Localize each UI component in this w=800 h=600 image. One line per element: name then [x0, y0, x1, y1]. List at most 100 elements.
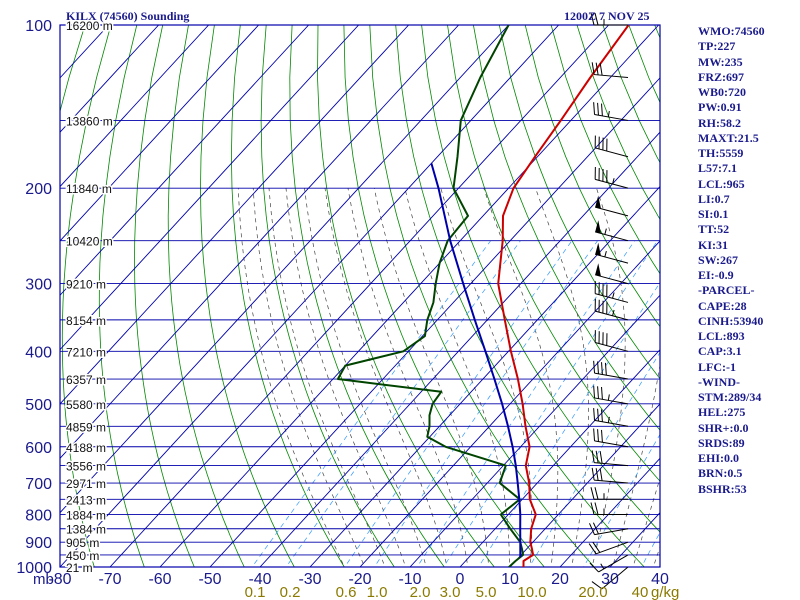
- pressure-label: 900: [25, 535, 52, 552]
- temperature-tick-label: -20: [348, 571, 371, 588]
- barb-flag: [589, 562, 599, 573]
- barb-flag: [601, 386, 603, 400]
- mixing-ratio-label: 1.0: [367, 584, 388, 600]
- temperature-tick-label: -70: [98, 571, 121, 588]
- height-label-halo: 7210 m: [66, 345, 106, 359]
- height-label-halo: 10420 m: [66, 235, 113, 249]
- index-item: PW:0.91: [698, 100, 742, 115]
- barb-flag: [599, 451, 603, 464]
- mixing-ratio-label: 2.0: [410, 584, 431, 600]
- wind-barb: [591, 450, 629, 467]
- height-label-halo: 450 m: [66, 549, 99, 563]
- index-item: KI:31: [698, 237, 728, 252]
- height-label: 8154 m: [66, 314, 106, 328]
- barb-staff: [601, 566, 629, 590]
- barb-staff: [595, 178, 629, 189]
- index-item: CAP:3.1: [698, 344, 742, 359]
- barb-flag: [597, 386, 599, 399]
- barb-flag: [597, 408, 599, 422]
- barb-staff: [594, 419, 629, 427]
- moist-adiabat: [483, 188, 559, 567]
- index-item: EHI:0.0: [698, 451, 740, 465]
- mixing-ratio-line: [641, 531, 660, 567]
- wind-barb: [589, 554, 629, 573]
- dry-adiabat: [167, 25, 245, 567]
- height-label: 5580 m: [66, 398, 106, 412]
- barb-flag: [589, 523, 595, 535]
- height-label-halo: 905 m: [66, 536, 99, 550]
- barb-half: [607, 110, 610, 118]
- barb-half: [612, 309, 615, 316]
- mixing-ratio-line: [478, 282, 660, 567]
- height-label: 905 m: [66, 536, 99, 550]
- isotherm: [309, 185, 660, 567]
- height-label-halo: 2971 m: [66, 477, 106, 491]
- barb-flag: [601, 429, 603, 443]
- barb-staff: [594, 528, 629, 536]
- temperature-tick-label: -30: [298, 571, 321, 588]
- temperature-tick-label: 10: [501, 571, 519, 588]
- index-item: LCL:893: [698, 329, 745, 343]
- barb-staff: [594, 479, 629, 484]
- mixing-ratio-label: 3.0: [440, 584, 461, 600]
- pressure-label: 100: [25, 18, 52, 35]
- pressure-label: 300: [25, 277, 52, 294]
- dry-adiabat: [61, 25, 112, 567]
- index-item: STM:289/34: [698, 390, 762, 404]
- wind-barb: [594, 135, 629, 158]
- moist-adiabat: [237, 188, 345, 567]
- mixing-ratio-label: 10.0: [517, 584, 546, 600]
- dry-adiabat: [98, 25, 145, 567]
- barb-staff: [595, 147, 629, 158]
- wind-barbs: [588, 12, 629, 590]
- moist-adiabat: [612, 363, 660, 567]
- index-item: TP:227: [698, 39, 736, 54]
- barb-staff: [595, 274, 629, 285]
- isotherm: [60, 25, 509, 514]
- temperature-tick-label: -40: [248, 571, 271, 588]
- barb-flag: [588, 543, 597, 555]
- temperature-tick-label: 0: [456, 571, 465, 588]
- barb-flag: [591, 467, 595, 481]
- temperature-tick-label: 30: [601, 571, 619, 588]
- height-label-halo: 8154 m: [66, 314, 106, 328]
- mixing-ratio-label: 0.6: [336, 584, 357, 600]
- barb-half: [604, 250, 607, 258]
- height-label-halo: 4859 m: [66, 420, 106, 434]
- barb-flag: [591, 62, 595, 75]
- index-item: MW:235: [698, 54, 743, 69]
- wind-barb: [593, 407, 629, 427]
- index-item: -PARCEL-: [698, 283, 755, 298]
- barb-staff: [595, 206, 629, 217]
- index-item: WB0:720: [698, 85, 746, 99]
- dry-adiabat: [230, 25, 345, 567]
- index-item: LFC:-1: [698, 359, 736, 374]
- moist-adiabat: [324, 188, 448, 567]
- index-item: CINH:53940: [698, 313, 764, 328]
- height-label-halo: 6357 m: [66, 373, 106, 387]
- wind-barb: [593, 385, 629, 405]
- height-label: 2413 m: [66, 493, 106, 507]
- height-label-halo: 9210 m: [66, 278, 106, 292]
- moist-adiabat: [404, 188, 510, 567]
- isotherm: [209, 77, 660, 567]
- dry-adiabat: [289, 25, 445, 567]
- wind-barb: [594, 330, 629, 352]
- height-label-halo: 1384 m: [66, 523, 106, 537]
- index-item: TH:5559: [698, 146, 744, 160]
- barb-flag: [593, 385, 596, 398]
- index-item: -WIND-: [698, 374, 740, 389]
- barb-flag: [594, 487, 599, 500]
- wind-barb: [594, 166, 629, 189]
- index-item: LI:0.7: [698, 191, 730, 206]
- isotherm: [259, 131, 660, 567]
- barb-half: [612, 292, 615, 299]
- barb-flag: [593, 360, 596, 374]
- height-label-halo: 11840 m: [66, 182, 112, 196]
- pressure-label: 200: [25, 181, 52, 198]
- temperature-tick-label: 20: [551, 571, 569, 588]
- wind-barb: [594, 281, 629, 303]
- isotherm: [60, 25, 209, 188]
- pressure-label: 600: [25, 440, 52, 457]
- wind-barb: [591, 566, 629, 590]
